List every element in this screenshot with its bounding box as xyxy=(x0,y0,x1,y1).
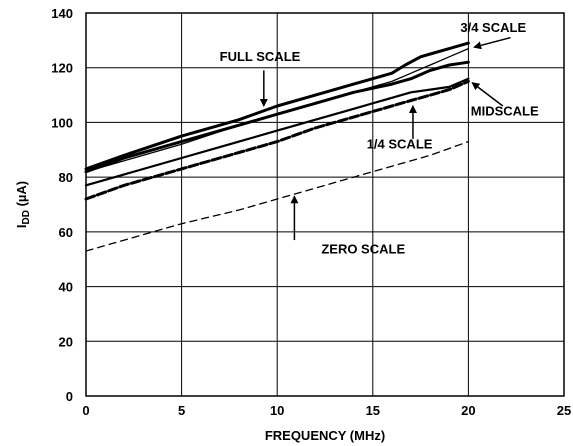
y-axis-label-main: I xyxy=(14,224,29,228)
y-tick-label: 0 xyxy=(66,389,73,404)
y-axis-label-sub: DD xyxy=(21,210,32,224)
series-line-2 xyxy=(85,47,470,173)
y-tick-label: 140 xyxy=(51,6,73,21)
y-tick-label: 60 xyxy=(59,225,73,240)
series-line-1 xyxy=(84,41,470,171)
y-tick-label: 20 xyxy=(59,334,73,349)
x-tick-labels: 0 5 10 15 20 25 xyxy=(82,403,571,418)
series-line-5 xyxy=(85,140,470,252)
x-tick-label: 5 xyxy=(178,403,185,418)
y-axis-label: IDD (µA) xyxy=(14,181,32,228)
y-tick-label: 80 xyxy=(59,170,73,185)
series-line-3 xyxy=(84,77,470,187)
plot-frame xyxy=(85,12,565,397)
annotation-label: 1/4 SCALE xyxy=(367,136,433,151)
y-tick-label: 100 xyxy=(51,115,73,130)
annotation-label: FULL SCALE xyxy=(220,49,301,64)
annotations: FULL SCALE 3/4 SCALE MIDSCALE 1/4 SCALE ZERO… xyxy=(220,20,539,257)
series-line-4 xyxy=(84,79,470,201)
y-tick-labels: 0 20 40 60 80 100 120 140 xyxy=(51,6,73,404)
grid xyxy=(85,12,565,397)
x-tick-label: 15 xyxy=(366,403,380,418)
y-tick-label: 40 xyxy=(59,280,73,295)
annotation-arrow xyxy=(471,82,504,107)
annotation-label: MIDSCALE xyxy=(471,104,539,119)
x-tick-label: 25 xyxy=(557,403,571,418)
annotation-label: 3/4 SCALE xyxy=(460,20,526,35)
annotation-arrow xyxy=(473,36,511,50)
x-axis-label: FREQUENCY (MHz) xyxy=(265,428,385,443)
annotation-label: ZERO SCALE xyxy=(321,242,405,257)
y-tick-label: 120 xyxy=(51,61,73,76)
x-tick-label: 20 xyxy=(461,403,475,418)
series-group xyxy=(84,41,470,252)
x-tick-label: 10 xyxy=(270,403,284,418)
x-tick-label: 0 xyxy=(82,403,89,418)
y-axis-label-unit: (µA) xyxy=(14,181,29,210)
